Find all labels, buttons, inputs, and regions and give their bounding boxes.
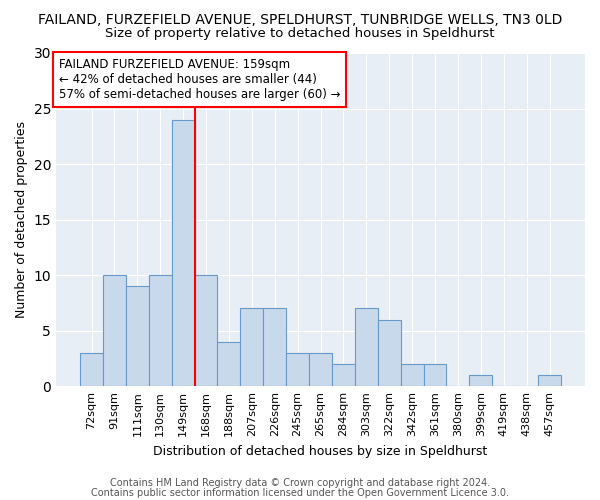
X-axis label: Distribution of detached houses by size in Speldhurst: Distribution of detached houses by size … xyxy=(154,444,488,458)
Bar xyxy=(149,275,172,386)
Bar xyxy=(378,320,401,386)
Bar xyxy=(309,353,332,386)
Bar xyxy=(172,120,194,386)
Text: Size of property relative to detached houses in Speldhurst: Size of property relative to detached ho… xyxy=(105,28,495,40)
Bar xyxy=(401,364,424,386)
Bar xyxy=(538,375,561,386)
Bar xyxy=(217,342,241,386)
Bar xyxy=(80,353,103,386)
Bar xyxy=(424,364,446,386)
Text: Contains HM Land Registry data © Crown copyright and database right 2024.: Contains HM Land Registry data © Crown c… xyxy=(110,478,490,488)
Text: FAILAND FURZEFIELD AVENUE: 159sqm
← 42% of detached houses are smaller (44)
57% : FAILAND FURZEFIELD AVENUE: 159sqm ← 42% … xyxy=(59,58,340,101)
Bar xyxy=(126,286,149,386)
Y-axis label: Number of detached properties: Number of detached properties xyxy=(15,121,28,318)
Text: Contains public sector information licensed under the Open Government Licence 3.: Contains public sector information licen… xyxy=(91,488,509,498)
Bar xyxy=(355,308,378,386)
Text: FAILAND, FURZEFIELD AVENUE, SPELDHURST, TUNBRIDGE WELLS, TN3 0LD: FAILAND, FURZEFIELD AVENUE, SPELDHURST, … xyxy=(38,12,562,26)
Bar xyxy=(103,275,126,386)
Bar xyxy=(286,353,309,386)
Bar xyxy=(263,308,286,386)
Bar xyxy=(332,364,355,386)
Bar xyxy=(241,308,263,386)
Bar xyxy=(469,375,492,386)
Bar xyxy=(194,275,217,386)
